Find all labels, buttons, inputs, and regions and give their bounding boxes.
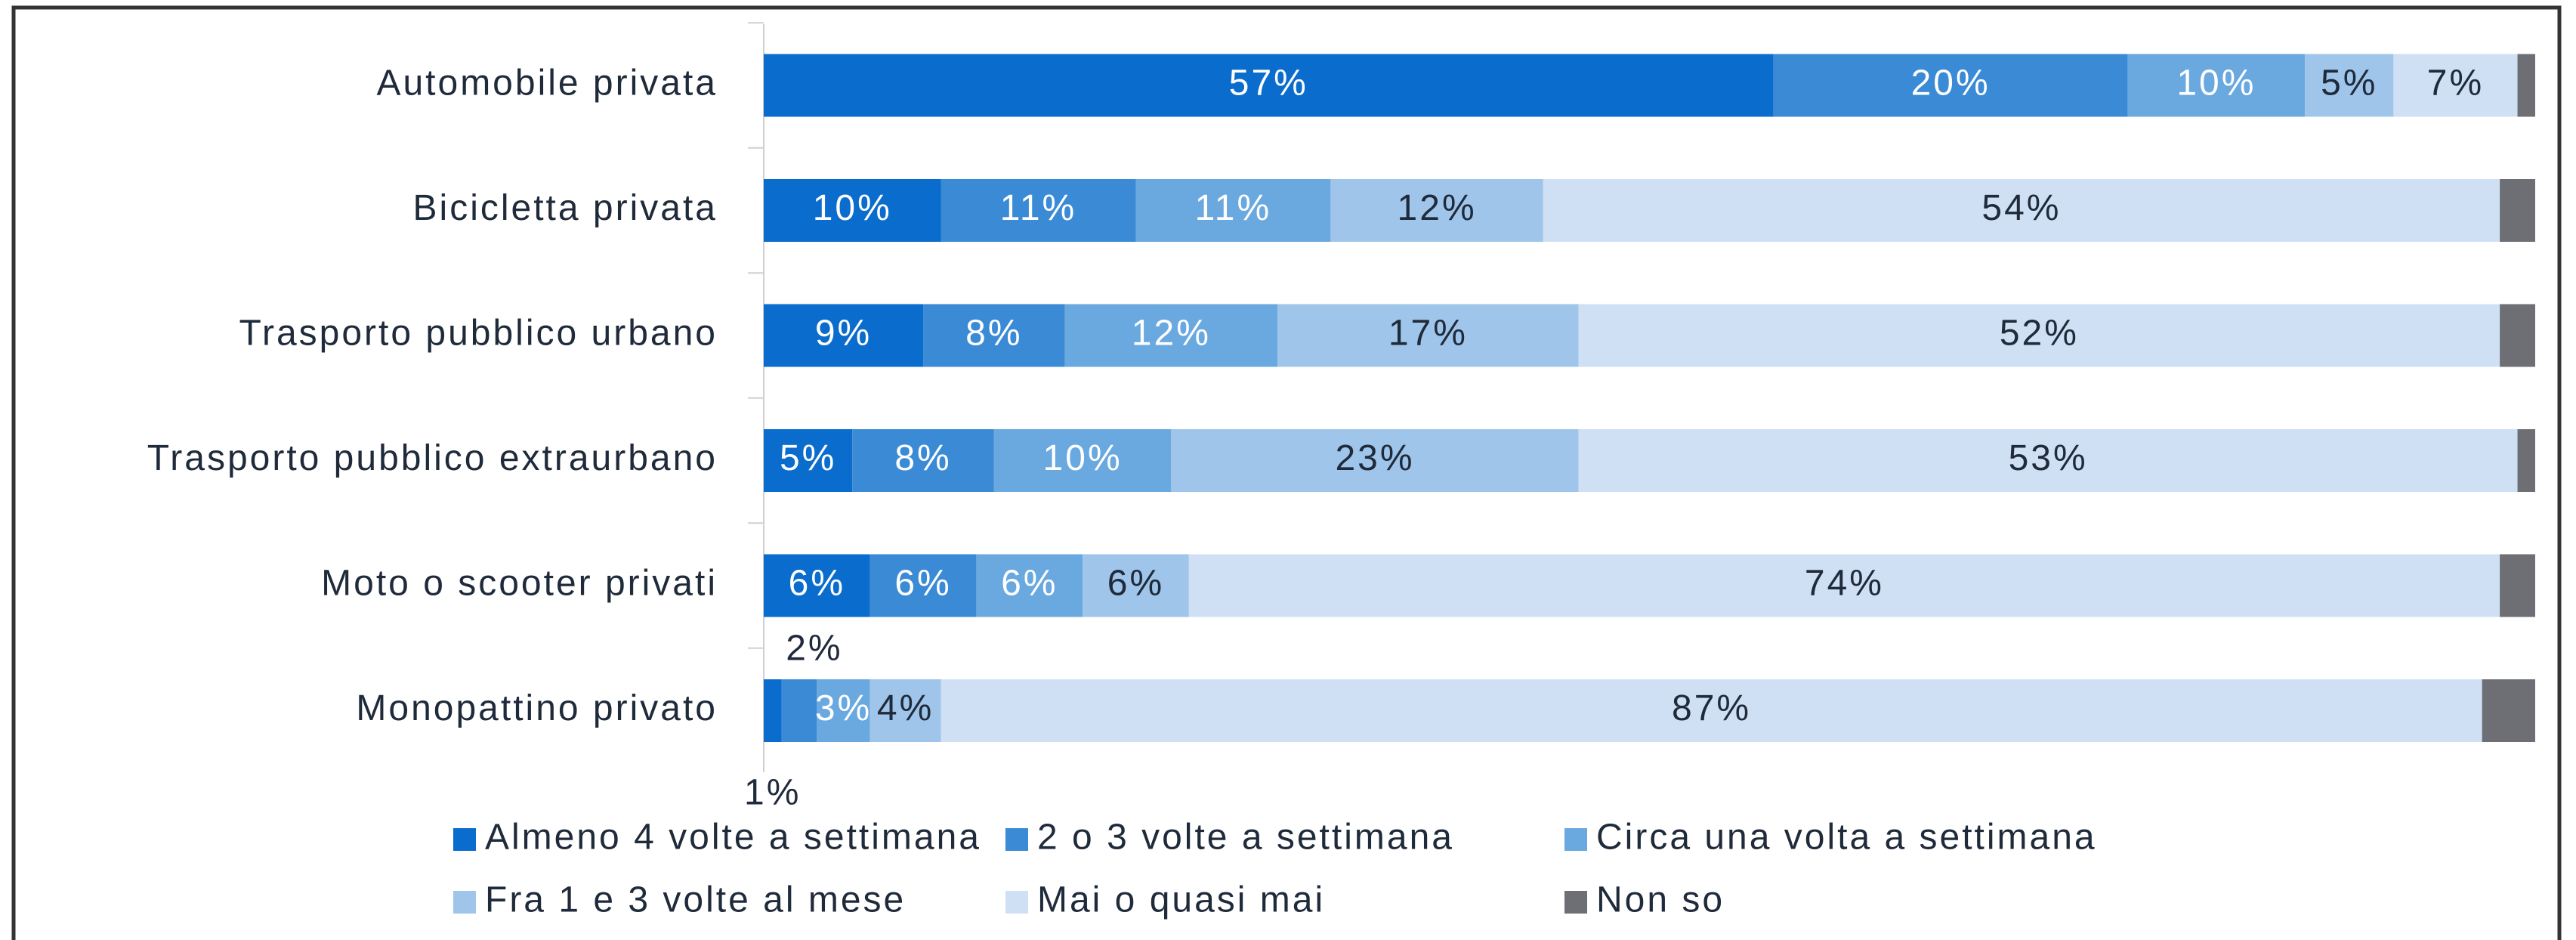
bar-segment — [1330, 179, 1543, 242]
data-label: 54% — [1981, 188, 2061, 228]
bar-segment — [2517, 429, 2535, 492]
bar-segment — [764, 54, 1774, 117]
data-label: 74% — [1805, 564, 1884, 604]
bar-segment — [781, 679, 817, 742]
data-label: 2% — [786, 629, 842, 669]
category-label: Bicicletta privata — [413, 188, 718, 228]
data-label: 6% — [789, 564, 845, 604]
frame — [11, 5, 2562, 940]
bar-segment — [1773, 54, 2128, 117]
data-label: 87% — [1672, 688, 1751, 728]
bar-segment — [764, 429, 853, 492]
bar-segment — [764, 679, 782, 742]
bar-segment — [764, 554, 870, 617]
bar-segment — [923, 304, 1065, 367]
data-label: 10% — [2176, 63, 2256, 104]
bar-segment — [1083, 554, 1189, 617]
bar-segment — [2482, 679, 2535, 742]
data-label: 8% — [965, 314, 1022, 354]
bar-segment — [1578, 304, 2500, 367]
data-label: 5% — [2321, 63, 2377, 104]
data-label: 8% — [894, 438, 951, 478]
data-label: 17% — [1388, 314, 1468, 354]
bar-segment — [2500, 554, 2535, 617]
data-label: 10% — [1043, 438, 1123, 478]
bar-segment — [2517, 54, 2535, 117]
legend-label: Mai o quasi mai — [1037, 880, 1325, 920]
bar-segment — [764, 179, 941, 242]
legend-swatch — [1564, 828, 1587, 851]
category-label: Monopattino privato — [356, 688, 718, 728]
data-label: 12% — [1132, 314, 1211, 354]
legend-label: 2 o 3 volte a settimana — [1037, 818, 1454, 858]
legend-swatch — [1005, 828, 1028, 851]
data-label: 1% — [744, 773, 801, 813]
bar-segment — [1135, 179, 1331, 242]
data-label: 6% — [1107, 564, 1164, 604]
category-label: Moto o scooter privati — [321, 564, 718, 604]
legend-swatch — [1005, 891, 1028, 914]
bar-segment — [993, 429, 1172, 492]
data-label: 4% — [877, 688, 934, 728]
data-label: 12% — [1398, 188, 1477, 228]
bar-segment — [852, 429, 994, 492]
data-label: 7% — [2427, 63, 2484, 104]
bar-segment — [976, 554, 1083, 617]
bar-segment — [941, 179, 1136, 242]
data-label: 5% — [780, 438, 836, 478]
bar-segment — [2500, 179, 2535, 242]
legend-swatch — [453, 828, 476, 851]
bar-segment — [1543, 179, 2500, 242]
bar-segment — [2305, 54, 2394, 117]
legend-label: Circa una volta a settimana — [1596, 818, 2097, 858]
legend-label: Fra 1 e 3 volte al mese — [485, 880, 906, 920]
bar-segment — [869, 679, 941, 742]
bar-segment — [1277, 304, 1579, 367]
bar-segment — [1064, 304, 1278, 367]
bar-segment — [941, 679, 2482, 742]
category-label: Trasporto pubblico urbano — [239, 314, 718, 354]
data-label: 6% — [1001, 564, 1058, 604]
bar-segment — [1171, 429, 1579, 492]
data-label: 57% — [1229, 63, 1308, 104]
data-label: 11% — [1000, 188, 1077, 228]
legend-swatch — [1564, 891, 1587, 914]
bar-segment — [1578, 429, 2518, 492]
data-label: 10% — [813, 188, 892, 228]
bar-segment — [2127, 54, 2306, 117]
data-label: 9% — [815, 314, 872, 354]
legend-label: Almeno 4 volte a settimana — [485, 818, 981, 858]
bar-segment — [2500, 304, 2535, 367]
data-label: 11% — [1195, 188, 1272, 228]
data-label: 6% — [894, 564, 951, 604]
bar-segment — [817, 679, 870, 742]
legend-swatch — [453, 891, 476, 914]
data-label: 23% — [1335, 438, 1414, 478]
category-label: Trasporto pubblico extraurbano — [147, 438, 718, 478]
data-label: 20% — [1911, 63, 1991, 104]
bar-segment — [869, 554, 977, 617]
data-label: 52% — [2000, 314, 2079, 354]
data-label: 3% — [815, 688, 872, 728]
category-label: Automobile privata — [376, 63, 718, 104]
data-label: 53% — [2009, 438, 2088, 478]
bar-segment — [1188, 554, 2500, 617]
legend-label: Non so — [1596, 880, 1725, 920]
bar-segment — [2393, 54, 2518, 117]
bar-segment — [764, 304, 924, 367]
